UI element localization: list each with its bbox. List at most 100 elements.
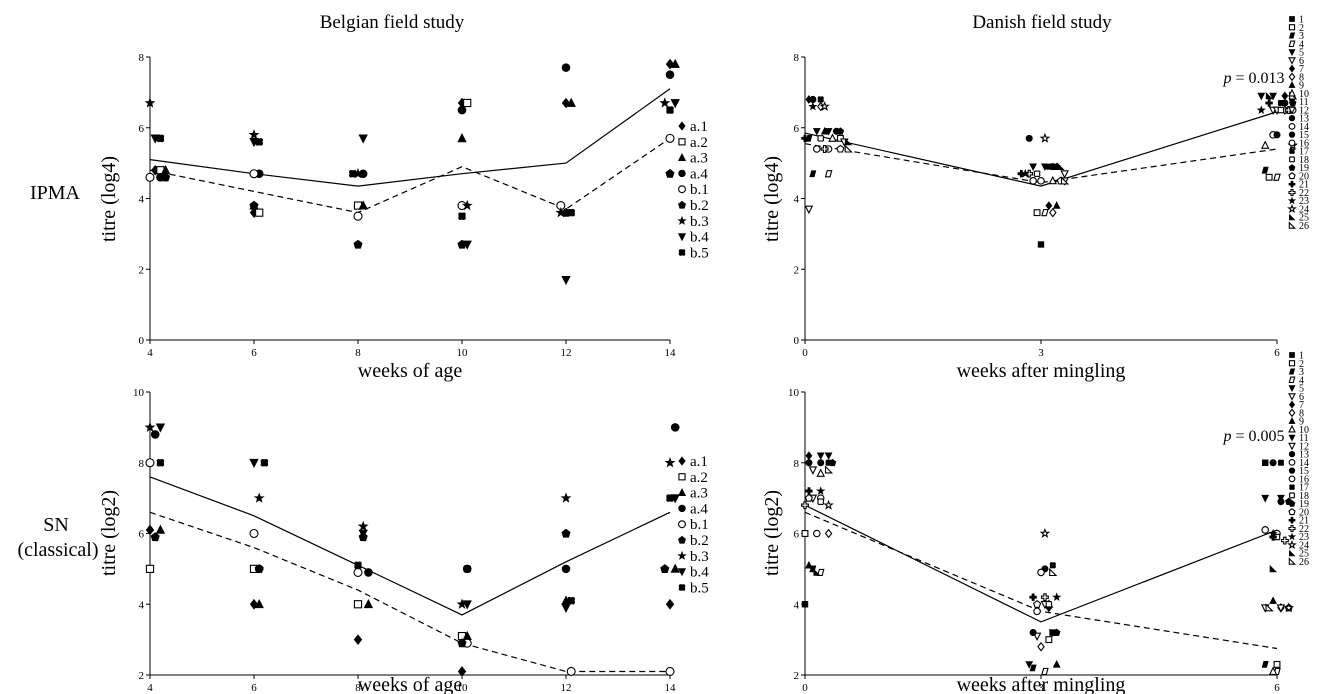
legend-label: a.2 xyxy=(690,135,708,151)
trend-line-dashed xyxy=(149,137,671,214)
data-point xyxy=(820,145,829,153)
row-label-sn: SN xyxy=(43,514,69,536)
x-tick-label: 3 xyxy=(1038,682,1044,694)
data-point xyxy=(1045,163,1053,170)
legend-label: 21 xyxy=(1299,180,1309,191)
data-point xyxy=(670,423,680,432)
data-point xyxy=(836,144,845,153)
data-point xyxy=(561,97,571,109)
x-tick-label: 12 xyxy=(561,347,572,359)
data-point xyxy=(1269,92,1277,101)
y-tick-label: 2 xyxy=(794,670,800,682)
legend-marker xyxy=(678,169,686,178)
data-point xyxy=(1256,105,1266,114)
data-point xyxy=(1265,91,1274,100)
legend-label: 12 xyxy=(1299,441,1309,452)
legend-label: 10 xyxy=(1299,425,1309,436)
data-point xyxy=(457,638,467,648)
legend-label: 4 xyxy=(1299,375,1304,386)
legend-label: 3 xyxy=(1299,367,1304,378)
data-point xyxy=(457,666,467,677)
x-tick-label: 6 xyxy=(251,347,257,359)
data-point xyxy=(813,529,821,538)
x-tick-label: 10 xyxy=(457,347,469,359)
x-tick-label: 0 xyxy=(802,347,808,359)
legend: a.1a.2a.3a.4b.1b.2b.3b.4b.5 xyxy=(677,119,709,261)
data-point xyxy=(1037,641,1045,652)
data-point xyxy=(249,528,259,539)
legend-label: 6 xyxy=(1299,56,1304,67)
y-axis-label: titre (log4) xyxy=(98,156,120,242)
x-tick-label: 4 xyxy=(147,682,153,694)
data-point xyxy=(461,199,473,211)
data-point xyxy=(1052,628,1061,636)
legend-marker xyxy=(1288,467,1296,474)
p-value-annotation: p = 0.005 xyxy=(1222,428,1284,445)
data-point xyxy=(1265,99,1273,107)
x-axis-label: weeks of age xyxy=(358,674,463,694)
data-point xyxy=(1060,170,1069,179)
y-tick-label: 4 xyxy=(139,194,145,206)
data-point xyxy=(161,172,171,182)
legend-label: 8 xyxy=(1299,72,1304,83)
data-point xyxy=(1037,177,1045,185)
trend-line-solid xyxy=(149,476,671,616)
legend-label: 23 xyxy=(1299,196,1309,207)
legend-label: b.3 xyxy=(690,214,709,230)
legend: 1234567891011121314151617181920212223242… xyxy=(1287,351,1309,568)
legend-label: 1 xyxy=(1299,351,1304,362)
legend-marker xyxy=(1289,213,1296,221)
data-point xyxy=(358,200,368,210)
legend-label: 26 xyxy=(1299,221,1309,232)
data-point xyxy=(1049,567,1058,577)
data-point xyxy=(254,598,264,609)
data-point xyxy=(155,524,166,534)
data-point xyxy=(1273,173,1281,181)
legend-label: a.3 xyxy=(690,151,708,167)
trend-line-solid xyxy=(804,504,1278,623)
data-point xyxy=(665,133,675,143)
data-point xyxy=(824,465,834,474)
data-point xyxy=(1029,629,1037,637)
legend-marker xyxy=(678,185,686,194)
data-point xyxy=(348,169,357,178)
legend-marker xyxy=(1288,172,1296,180)
y-tick-label: 4 xyxy=(139,599,145,611)
data-point xyxy=(1268,528,1278,538)
data-point xyxy=(1049,628,1057,636)
legend-marker xyxy=(1288,98,1296,106)
legend-label: b.3 xyxy=(690,549,709,565)
data-point xyxy=(249,200,259,210)
column-title-belgian: Belgian field study xyxy=(320,12,465,33)
y-tick-label: 4 xyxy=(794,599,800,611)
data-point xyxy=(844,144,853,153)
legend-marker xyxy=(1288,450,1296,458)
legend-marker xyxy=(1288,417,1296,424)
data-point xyxy=(817,459,825,467)
legend-label: 15 xyxy=(1299,130,1309,141)
y-tick-label: 6 xyxy=(794,529,800,541)
data-point xyxy=(358,529,368,539)
data-point xyxy=(1265,173,1273,181)
legend-marker xyxy=(678,473,686,481)
y-axis-label: titre (log2) xyxy=(98,490,120,576)
y-tick-label: 8 xyxy=(794,458,800,470)
data-point xyxy=(836,127,845,135)
legend-marker xyxy=(1288,475,1296,483)
y-tick-label: 2 xyxy=(794,264,800,276)
legend-label: b.5 xyxy=(690,580,709,596)
legend-marker xyxy=(1288,434,1296,442)
legend-marker xyxy=(678,138,686,146)
data-point xyxy=(1040,593,1049,602)
data-point xyxy=(1260,140,1270,149)
data-point xyxy=(1281,91,1289,101)
legend-marker xyxy=(1288,442,1296,451)
data-point xyxy=(1052,659,1061,668)
legend-label: 18 xyxy=(1299,491,1309,502)
data-point xyxy=(1262,459,1269,466)
legend-label: 18 xyxy=(1299,155,1309,166)
data-point xyxy=(560,492,572,503)
y-axis-label: titre (log4) xyxy=(761,156,783,242)
data-point xyxy=(816,486,826,495)
data-point xyxy=(1277,459,1285,466)
